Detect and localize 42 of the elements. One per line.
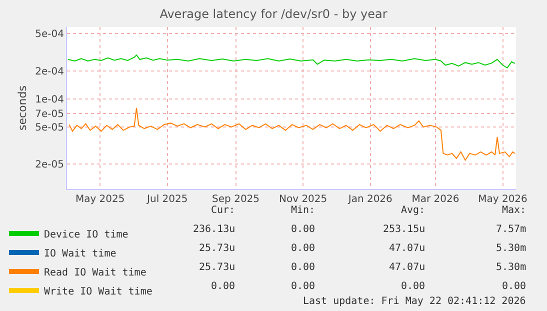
text: Max:	[502, 205, 526, 216]
text: 0.00	[211, 281, 236, 292]
legend-label: Read IO Wait time	[44, 267, 146, 278]
x-tick-label: May 2025	[75, 194, 125, 205]
y-axis-title: seconds	[16, 85, 29, 130]
y-tick-label: 2e-05	[35, 160, 64, 171]
text: 25.73u	[199, 243, 236, 254]
text: Cur:	[211, 205, 236, 216]
text: 0.00	[291, 262, 316, 273]
x-tick-label: Nov 2025	[279, 194, 328, 205]
text: 0.00	[291, 224, 316, 235]
chart-title: Average latency for /dev/sr0 - by year	[160, 7, 388, 22]
y-tick-label: 7e-05	[35, 108, 64, 120]
text: 0.00	[291, 281, 316, 292]
y-tick-label: 1e-04	[35, 94, 64, 106]
text: 47.07u	[389, 262, 426, 273]
y-tick-label: 5e-04	[35, 29, 64, 40]
x-tick-label: Mar 2026	[412, 194, 460, 205]
text: 0.00	[291, 243, 316, 254]
x-tick-label: Jul 2025	[146, 194, 188, 205]
text: 0.00	[502, 281, 526, 292]
line-series	[68, 54, 516, 68]
text: 5.30m	[496, 243, 526, 254]
y-tick-label: 5e-05	[35, 122, 64, 134]
text: 7.57m	[496, 224, 526, 235]
text: Avg:	[401, 205, 426, 216]
x-tick-label: Sep 2025	[212, 194, 260, 205]
text: 0.00	[401, 281, 426, 292]
text: 236.13u	[193, 224, 236, 235]
text: Last update: Fri May 22 02:41:12 2026	[303, 296, 526, 307]
x-tick-label: May 2026	[478, 194, 528, 205]
legend-label: Write IO Wait time	[44, 286, 152, 298]
text: 253.15u	[383, 224, 426, 235]
x-tick-label: Jan 2026	[347, 194, 392, 205]
legend-label: IO Wait time	[44, 248, 116, 260]
legend-label: Device IO time	[44, 229, 128, 240]
text: 5.30m	[496, 262, 526, 273]
y-tick-label: 2e-04	[35, 66, 64, 78]
line-series	[68, 107, 516, 161]
text: Min:	[291, 205, 316, 216]
text: 25.73u	[199, 262, 236, 273]
text: 47.07u	[389, 243, 426, 254]
